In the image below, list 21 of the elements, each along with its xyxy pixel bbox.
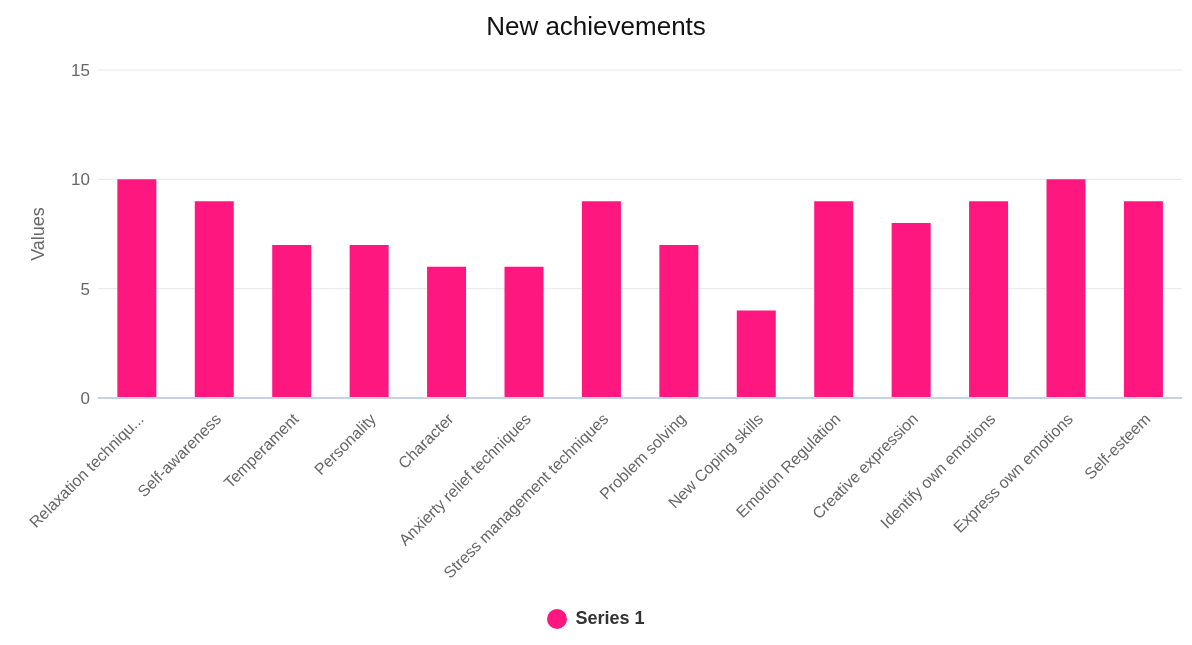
bar	[581, 201, 621, 398]
bar	[194, 201, 234, 398]
bar	[349, 244, 389, 398]
bar	[272, 244, 312, 398]
bar	[891, 223, 931, 398]
bar	[736, 310, 776, 398]
bar	[659, 244, 699, 398]
bar	[969, 201, 1009, 398]
bar	[504, 266, 544, 398]
bar	[1046, 179, 1086, 398]
bar	[814, 201, 854, 398]
bar	[1123, 201, 1163, 398]
bar	[427, 266, 467, 398]
y-tick-label: 5	[80, 279, 90, 299]
legend-label: Series 1	[575, 608, 645, 629]
y-axis-title: Values	[28, 207, 49, 261]
bar	[117, 179, 157, 398]
chart-title: New achievements	[485, 10, 707, 43]
y-tick-label: 15	[71, 61, 90, 81]
y-tick-label: 0	[80, 389, 90, 409]
y-tick-label: 10	[71, 170, 90, 190]
